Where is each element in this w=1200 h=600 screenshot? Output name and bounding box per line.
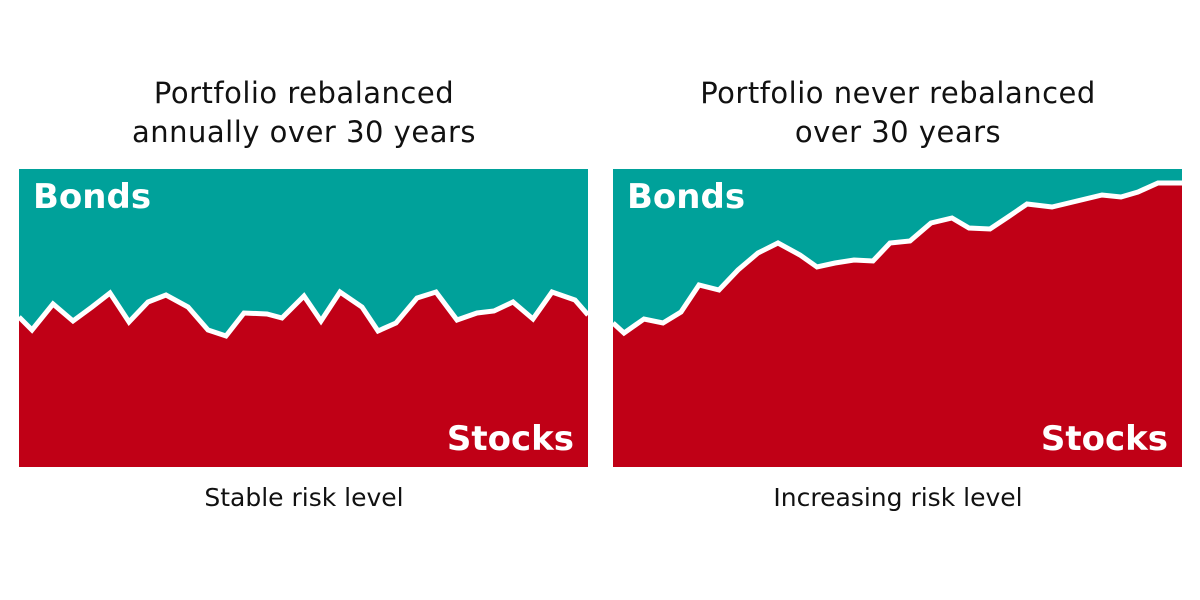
- allocation-boundary-line: [613, 180, 1182, 337]
- stocks-label: Stocks: [1040, 419, 1168, 459]
- chart-title: Portfolio never rebalanced over 30 years: [608, 74, 1188, 152]
- stocks-area: [613, 183, 1182, 467]
- bonds-label: Bonds: [627, 177, 746, 217]
- chart-subtitle: Stable risk level: [204, 483, 404, 512]
- area-chart-svg: [613, 169, 1182, 467]
- title-line-2: annually over 30 years: [132, 115, 476, 149]
- allocation-boundary-line: [19, 288, 588, 339]
- title-line-1: Portfolio rebalanced: [153, 76, 455, 110]
- panel-never-rebalanced: Portfolio never rebalanced over 30 years…: [608, 0, 1188, 600]
- title-line-2: over 30 years: [794, 115, 1002, 149]
- area-chart-rebalanced: Bonds Stocks: [19, 169, 588, 467]
- stocks-area: [19, 292, 588, 467]
- area-chart-never-rebalanced: Bonds Stocks: [613, 169, 1182, 467]
- chart-subtitle: Increasing risk level: [773, 483, 1023, 512]
- stocks-label: Stocks: [446, 419, 574, 459]
- chart-title: Portfolio rebalanced annually over 30 ye…: [14, 74, 594, 152]
- bonds-label: Bonds: [33, 177, 152, 217]
- area-chart-svg: [19, 169, 588, 467]
- title-line-1: Portfolio never rebalanced: [700, 76, 1096, 110]
- panel-rebalanced: Portfolio rebalanced annually over 30 ye…: [14, 0, 594, 600]
